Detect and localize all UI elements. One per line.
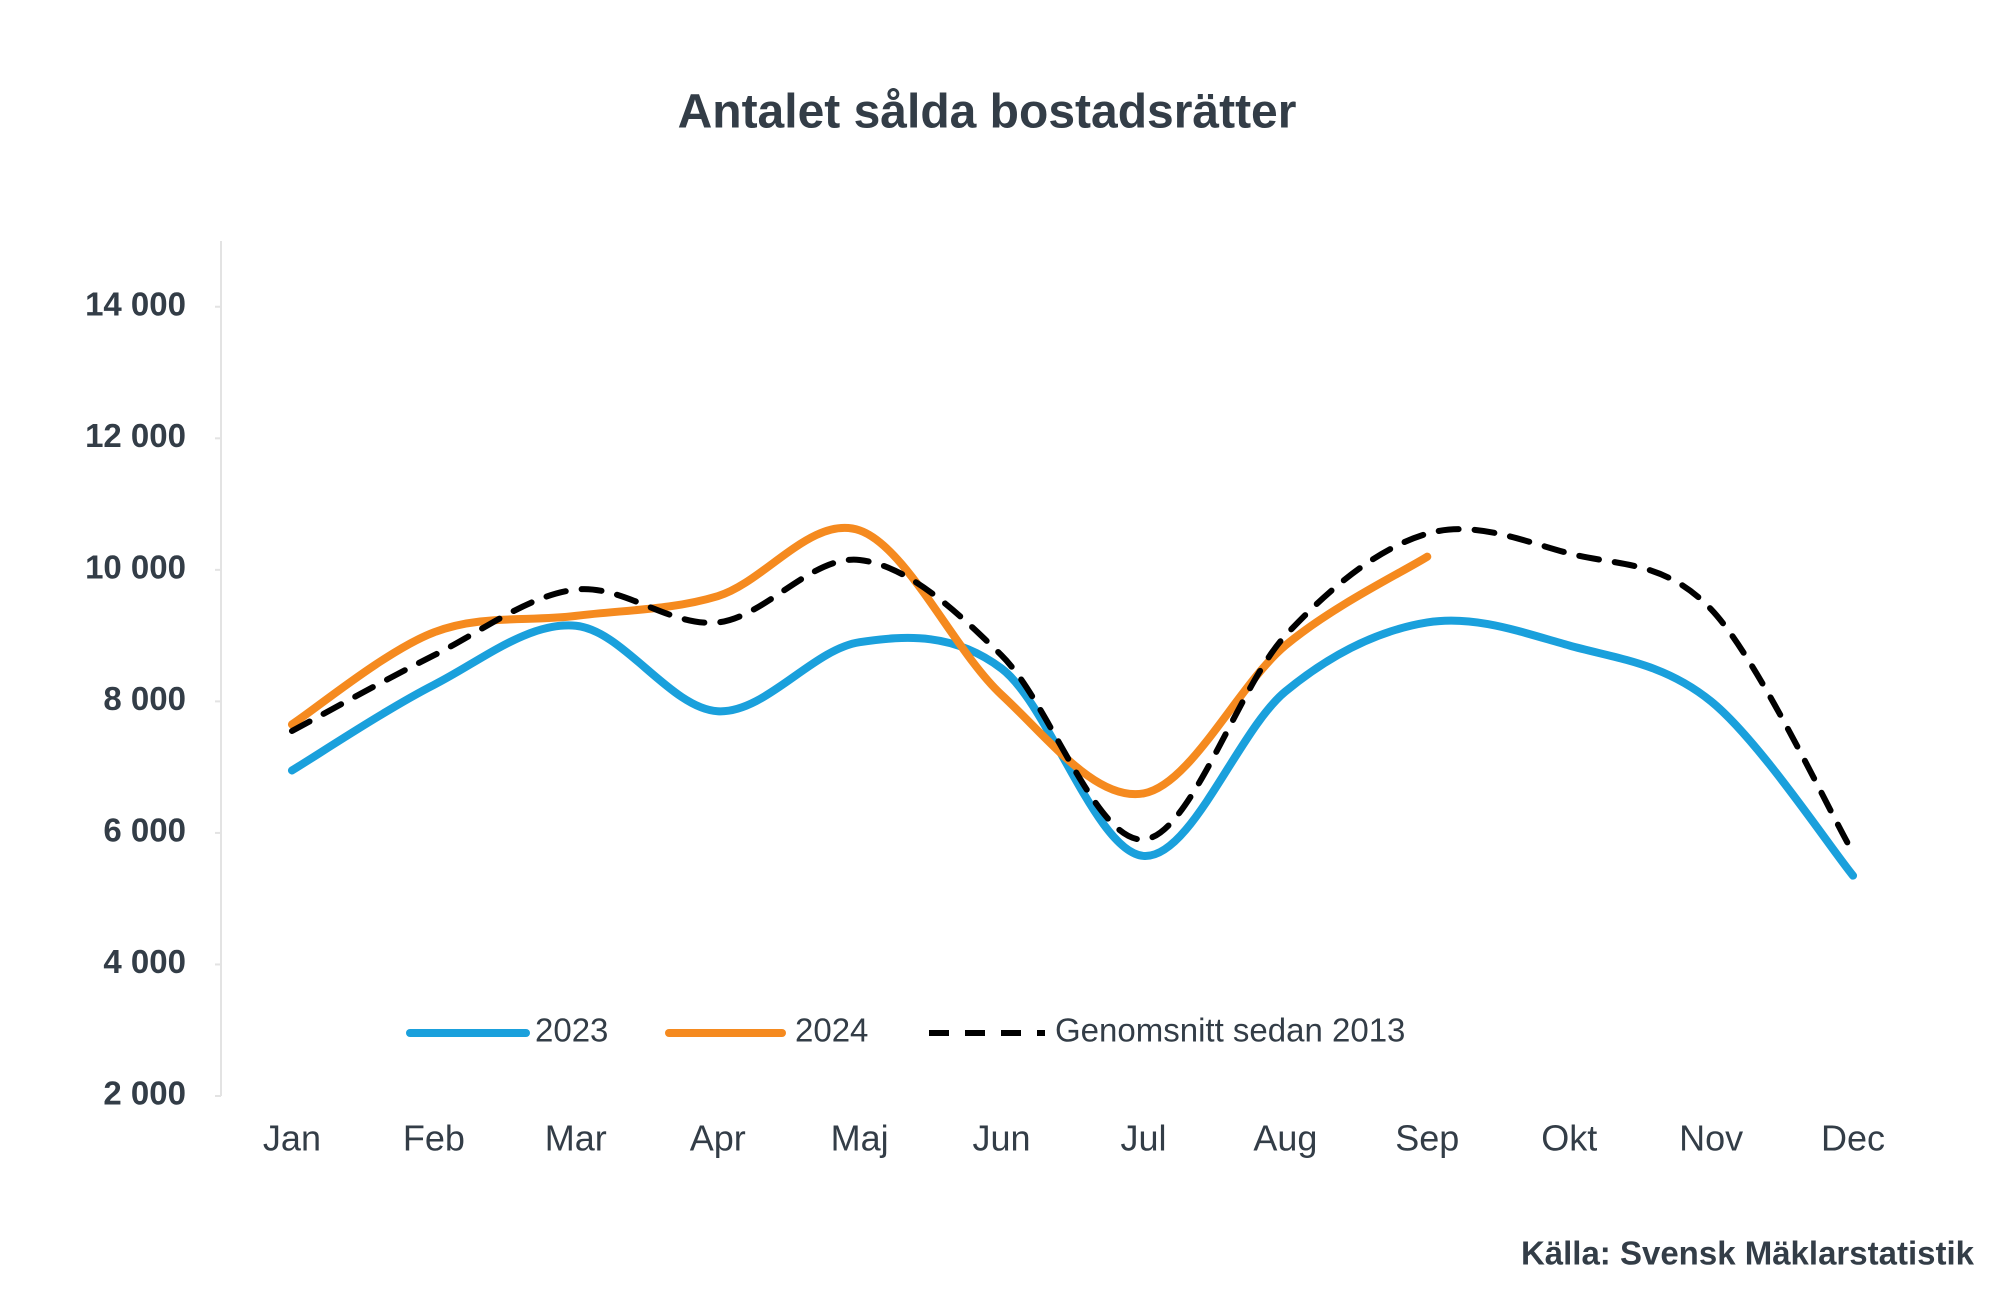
line-series [287, 524, 1432, 799]
y-tick-label: 12 000 [85, 417, 186, 454]
x-tick-label: Jan [263, 1118, 321, 1159]
x-tick-label: Mar [545, 1118, 607, 1159]
y-tick-label: 10 000 [85, 549, 186, 586]
x-tick-label: Maj [831, 1118, 889, 1159]
x-tick-label: Feb [403, 1118, 465, 1159]
y-tick-label: 6 000 [103, 812, 186, 849]
y-tick-label: 4 000 [103, 943, 186, 980]
x-tick-label: Okt [1541, 1118, 1597, 1159]
legend-label: Genomsnitt sedan 2013 [1055, 1012, 1405, 1049]
x-tick-label: Dec [1821, 1118, 1885, 1159]
legend-label: 2023 [535, 1012, 608, 1049]
y-tick-label: 8 000 [103, 680, 186, 717]
x-tick-label: Aug [1253, 1118, 1317, 1159]
chart-title: Antalet sålda bostadsrätter [678, 86, 1297, 139]
x-tick-label: Sep [1395, 1118, 1459, 1159]
legend-label: 2024 [795, 1012, 868, 1049]
x-tick-label: Jun [973, 1118, 1031, 1159]
y-tick-label: 2 000 [103, 1075, 186, 1112]
source-note: Källa: Svensk Mäklarstatistik [1521, 1235, 1975, 1272]
line-series [287, 616, 1858, 880]
x-tick-label: Jul [1120, 1118, 1166, 1159]
line-series [288, 526, 1857, 856]
x-tick-label: Nov [1679, 1118, 1743, 1159]
x-tick-label: Apr [690, 1118, 746, 1159]
y-tick-label: 14 000 [85, 285, 186, 322]
